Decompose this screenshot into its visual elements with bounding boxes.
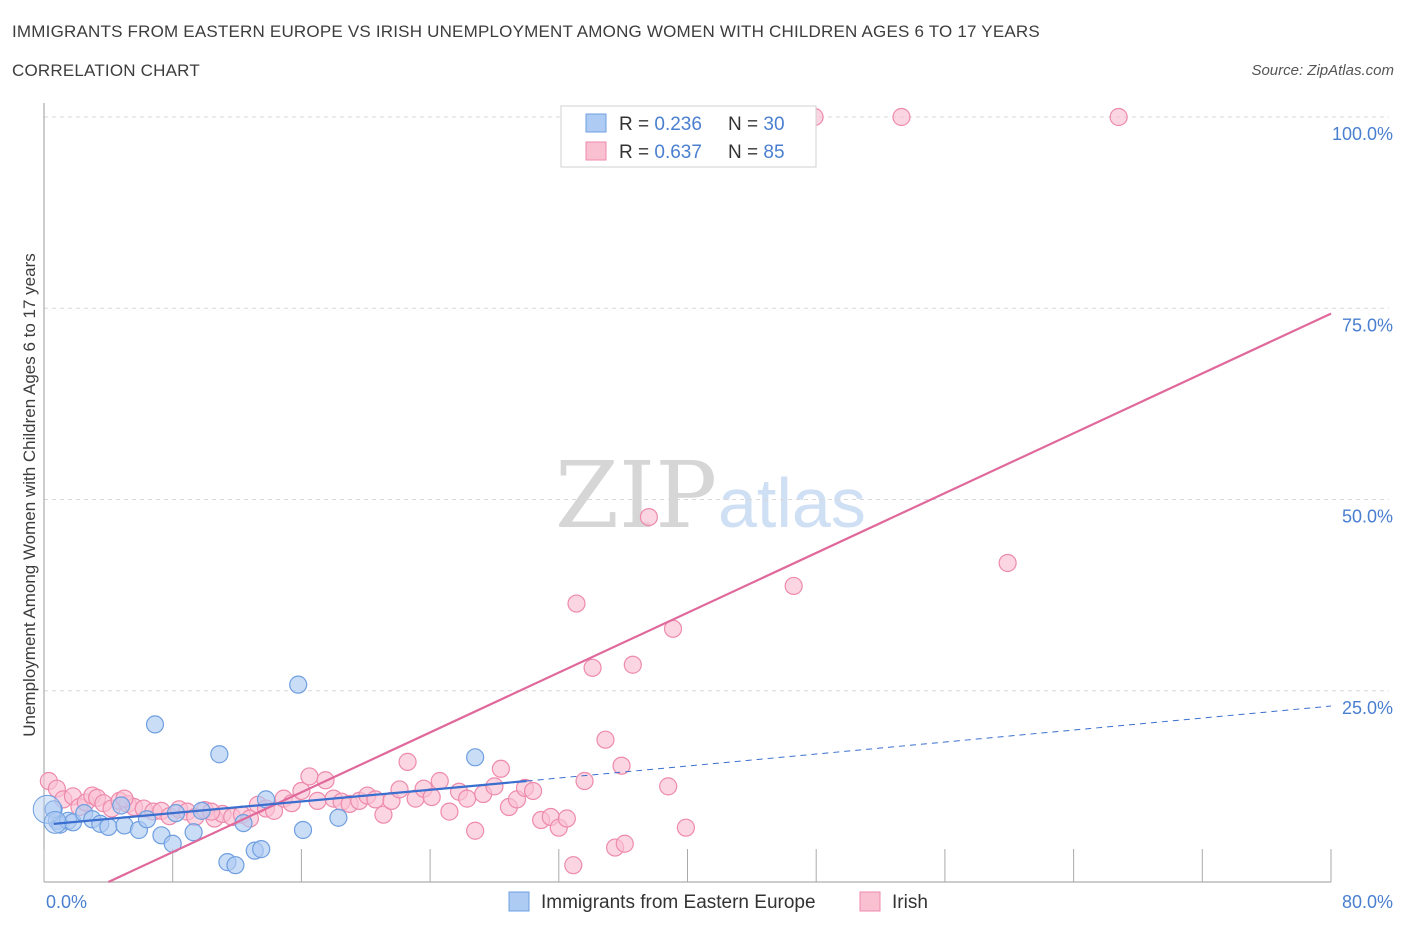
data-point-blue xyxy=(137,810,157,829)
watermark-atlas: atlas xyxy=(718,464,866,542)
y-tick-label: 100.0% xyxy=(1332,124,1393,144)
data-point-blue xyxy=(99,817,118,837)
data-point-pink xyxy=(557,809,576,828)
x-tick-label: 80.0% xyxy=(1342,892,1393,912)
data-point-blue xyxy=(466,748,485,767)
legend-swatch-blue xyxy=(585,113,607,133)
data-point-pink xyxy=(623,655,642,674)
data-point-pink xyxy=(491,759,510,778)
bottom-legend-swatch-pink xyxy=(859,891,881,912)
data-point-blue xyxy=(252,840,271,859)
y-tick-label: 50.0% xyxy=(1342,507,1393,527)
data-point-pink xyxy=(1109,107,1128,127)
data-point-blue xyxy=(210,745,229,764)
bottom-legend-swatch-blue xyxy=(508,891,530,912)
data-point-blue xyxy=(293,820,313,840)
data-point-blue xyxy=(289,675,308,694)
data-point-pink xyxy=(596,730,615,749)
chart-subtitle: CORRELATION CHART xyxy=(12,61,200,80)
y-tick-label: 75.0% xyxy=(1342,315,1393,335)
data-point-blue xyxy=(184,823,203,842)
data-point-pink xyxy=(676,818,695,837)
trendline-irish xyxy=(107,312,1332,883)
data-point-pink xyxy=(440,802,459,821)
data-point-pink xyxy=(615,834,634,853)
data-point-blue xyxy=(112,796,131,815)
data-point-pink xyxy=(398,752,417,771)
data-point-pink xyxy=(430,771,449,791)
source-label: Source: ZipAtlas.com xyxy=(1251,62,1394,79)
bottom-legend-label: Immigrants from Eastern Europe xyxy=(541,892,816,913)
data-point-pink xyxy=(639,507,658,527)
trendline-eastern-europe xyxy=(53,779,527,825)
data-point-pink xyxy=(612,756,631,775)
data-point-pink xyxy=(659,777,678,796)
legend-entry: R = 0.637 N = 85 xyxy=(619,142,785,163)
data-point-blue xyxy=(329,808,348,827)
chart-title: IMMIGRANTS FROM EASTERN EUROPE VS IRISH … xyxy=(12,22,1040,41)
watermark-zip: ZIP xyxy=(555,442,717,549)
legend-swatch-pink xyxy=(585,141,607,161)
data-point-pink xyxy=(466,821,485,840)
data-point-pink xyxy=(784,576,803,596)
data-point-pink xyxy=(390,780,409,799)
legend-entry: R = 0.236 N = 30 xyxy=(619,114,785,135)
bottom-legend-label: Irish xyxy=(892,892,928,913)
data-point-pink xyxy=(575,771,594,791)
data-point-pink xyxy=(564,856,583,875)
x-tick-label: 0.0% xyxy=(46,892,87,912)
data-point-pink xyxy=(998,553,1017,573)
data-point-pink xyxy=(458,789,477,808)
data-point-blue xyxy=(226,856,245,875)
data-point-pink xyxy=(485,777,504,796)
y-tick-label: 25.0% xyxy=(1342,698,1393,718)
data-point-pink xyxy=(374,805,393,824)
data-point-pink xyxy=(300,767,319,786)
trendline-eastern-europe-extension xyxy=(526,705,1332,782)
data-point-pink xyxy=(583,658,602,677)
data-point-pink xyxy=(567,594,586,613)
data-point-blue xyxy=(145,715,165,734)
data-point-pink xyxy=(523,781,543,801)
data-point-pink xyxy=(892,107,911,127)
